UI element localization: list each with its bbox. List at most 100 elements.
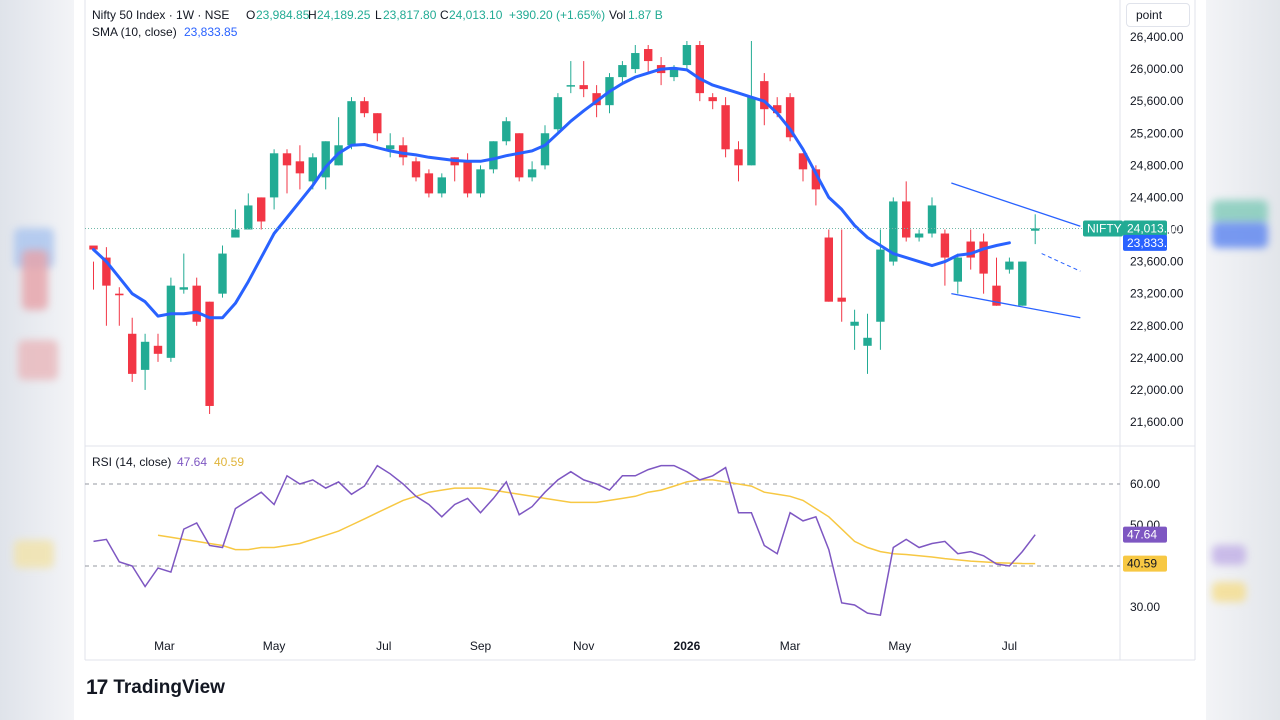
close-label: C <box>440 8 449 22</box>
candle <box>295 145 305 190</box>
candle <box>540 125 550 170</box>
candle <box>89 245 98 290</box>
candle <box>166 277 176 362</box>
right-blurred-backdrop <box>1206 0 1280 720</box>
candle <box>760 73 769 126</box>
candle <box>1018 261 1027 306</box>
x-axis-tick: Mar <box>154 639 175 653</box>
candle <box>734 141 743 182</box>
svg-text:24,013.10: 24,013.10 <box>1127 221 1181 235</box>
tradingview-logo[interactable]: 17 TradingView <box>86 676 225 700</box>
price-axis-tick: 24,400.00 <box>1130 190 1184 204</box>
candle <box>128 317 137 382</box>
price-axis-tick: 23,200.00 <box>1130 287 1184 301</box>
candle <box>708 93 717 110</box>
tradingview-wordmark: TradingView <box>113 677 225 698</box>
candle <box>953 253 962 294</box>
candle <box>618 61 627 86</box>
svg-text:47.64: 47.64 <box>1127 528 1157 542</box>
price-scale-unit-button[interactable]: point <box>1126 3 1190 27</box>
candle <box>360 97 369 118</box>
candle <box>876 229 885 350</box>
candle <box>785 93 795 142</box>
rsi-ma-value-badge: 40.59 <box>1123 555 1167 572</box>
sma-projection-line <box>1041 253 1081 272</box>
sma-legend-label[interactable]: SMA (10, close) <box>92 25 177 39</box>
open-value: 23,984.85 <box>256 8 310 22</box>
candle <box>437 173 446 198</box>
sma-legend-value: 23,833.85 <box>184 25 238 39</box>
x-axis-tick: Jul <box>1002 639 1017 653</box>
candle <box>695 41 704 102</box>
candle <box>992 257 1001 306</box>
price-axis-tick: 22,000.00 <box>1130 383 1184 397</box>
candle <box>205 301 214 414</box>
candle <box>489 141 498 174</box>
sma-line <box>92 66 1011 320</box>
x-axis-tick: Sep <box>470 639 492 653</box>
volume-label: Vol <box>609 8 626 22</box>
high-value: 24,189.25 <box>317 8 371 22</box>
x-axis-tick: Jul <box>376 639 391 653</box>
price-axis-tick: 21,600.00 <box>1130 415 1184 429</box>
rsi-line <box>93 464 1036 617</box>
candle <box>850 309 859 350</box>
candle <box>927 197 937 238</box>
candle <box>476 165 485 198</box>
candle <box>244 193 253 230</box>
price-axis-tick: 25,600.00 <box>1130 94 1184 108</box>
symbol-title[interactable]: Nifty 50 Index · 1W · NSE <box>92 8 229 22</box>
volume-value: 1.87 B <box>628 8 663 22</box>
change-value: +390.20 (+1.65%) <box>509 8 605 22</box>
candle <box>1031 214 1040 245</box>
candle <box>682 41 692 70</box>
left-blurred-backdrop <box>0 0 74 720</box>
rsi-value-badge: 47.64 <box>1123 526 1167 543</box>
x-axis-tick: May <box>888 639 911 653</box>
candle <box>231 209 240 238</box>
candle <box>153 333 163 362</box>
x-axis-tick: 2026 <box>674 639 701 653</box>
price-axis-tick: 26,000.00 <box>1130 62 1184 76</box>
candle <box>579 61 588 98</box>
candle <box>940 229 950 286</box>
candle <box>398 137 408 166</box>
candle <box>553 93 563 134</box>
candle <box>566 61 575 94</box>
candle <box>282 149 292 194</box>
candle <box>179 253 188 294</box>
low-value: 23,817.80 <box>383 8 437 22</box>
low-label: L <box>375 8 382 22</box>
candle <box>979 233 988 294</box>
last-price-badge: 24,013.10 <box>1123 220 1181 237</box>
rsi-legend-label[interactable]: RSI (14, close) <box>92 455 171 469</box>
price-axis-tick: 23,600.00 <box>1130 255 1184 269</box>
candle <box>837 229 846 322</box>
candle <box>192 277 201 326</box>
price-axis-tick: 25,200.00 <box>1130 126 1184 140</box>
candle <box>373 113 382 142</box>
candle <box>644 45 653 74</box>
candle <box>411 157 421 182</box>
svg-text:40.59: 40.59 <box>1127 557 1157 571</box>
symbol-badge: NIFTY <box>1083 220 1123 237</box>
candle <box>269 149 279 210</box>
sma-value-badge: 23,833.85 <box>1123 234 1181 251</box>
x-axis-tick: Mar <box>780 639 801 653</box>
svg-text:NIFTY: NIFTY <box>1087 221 1122 235</box>
candle <box>386 133 395 158</box>
candle <box>863 313 872 374</box>
candle <box>502 117 511 146</box>
price-axis-tick: 22,800.00 <box>1130 319 1184 333</box>
channel-upper-line <box>951 182 1081 227</box>
open-label: O <box>246 8 255 22</box>
rsi-ma-legend-value: 40.59 <box>214 455 244 469</box>
candle <box>824 229 833 302</box>
candle <box>747 41 756 166</box>
high-label: H <box>308 8 317 22</box>
candle <box>115 287 124 326</box>
svg-text:23,833.85: 23,833.85 <box>1127 236 1181 250</box>
x-axis-tick: Nov <box>573 639 594 653</box>
candle <box>966 229 975 270</box>
